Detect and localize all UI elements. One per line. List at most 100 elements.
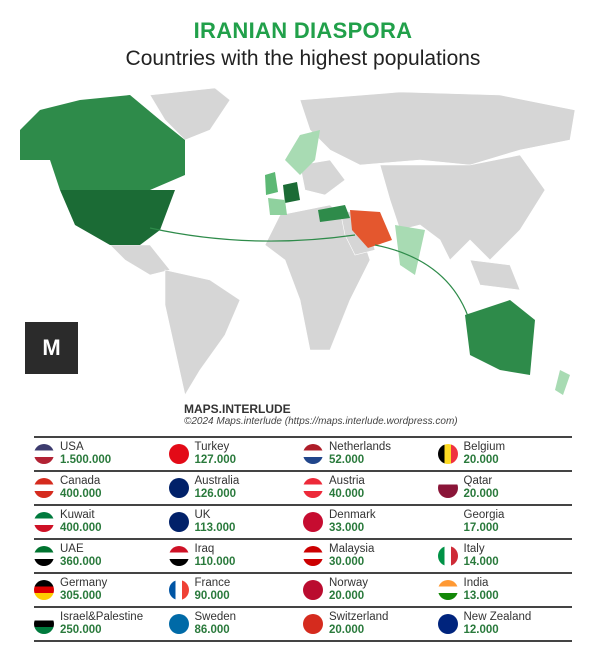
flag-icon — [168, 512, 189, 532]
flag-icon — [303, 512, 323, 532]
country-entry: Canada 400.000 — [34, 472, 169, 504]
country-entry: Georgia 17.000 — [437, 506, 573, 538]
europe — [299, 159, 346, 196]
population-value: 400.000 — [60, 522, 102, 534]
country-name: Malaysia — [329, 543, 375, 555]
population-value: 400.000 — [60, 488, 102, 500]
australia — [465, 300, 535, 375]
southeast-asia — [469, 259, 521, 291]
usa — [60, 190, 175, 245]
country-name: Belgium — [463, 441, 506, 453]
table-row: USA 1.500.000 Turkey 127.000 Netherlands 52.0… — [34, 436, 572, 470]
flag-icon — [168, 580, 189, 600]
population-value: 86.000 — [194, 624, 230, 636]
population-value: 12.000 — [463, 624, 499, 636]
table-row: Germany 305.000 France 90.000 Norway 20.000 In… — [34, 572, 572, 606]
country-entry: USA 1.500.000 — [34, 438, 169, 470]
population-value: 52.000 — [329, 454, 365, 466]
country-name: Kuwait — [60, 509, 95, 521]
uk — [265, 172, 278, 195]
country-name: Australia — [194, 475, 240, 487]
maps-interlude-logo: M — [25, 322, 78, 374]
new-zealand — [555, 370, 570, 395]
country-name: Iraq — [194, 543, 215, 555]
country-name: Denmark — [329, 509, 376, 521]
flag-icon — [437, 546, 458, 566]
country-name: Switzerland — [329, 611, 389, 623]
flag-icon — [303, 580, 323, 600]
copyright: ©2024 Maps.interlude (https://maps.inter… — [184, 416, 458, 427]
brand-name: MAPS.INTERLUDE — [184, 402, 291, 416]
flag-icon — [437, 444, 458, 464]
flag-icon — [168, 444, 189, 464]
flag-icon — [168, 614, 189, 634]
flag-icon — [168, 478, 189, 498]
country-name: New Zealand — [463, 611, 532, 623]
france — [268, 198, 287, 215]
iran — [350, 210, 392, 248]
country-name: Germany — [60, 577, 108, 589]
population-value: 126.000 — [194, 488, 237, 500]
population-value: 20.000 — [329, 590, 365, 602]
flag-icon — [303, 444, 323, 464]
canada — [20, 95, 185, 190]
population-value: 20.000 — [463, 488, 499, 500]
country-entry: Switzerland 20.000 — [303, 608, 438, 640]
country-name: Turkey — [194, 441, 230, 453]
country-name: Netherlands — [329, 441, 392, 453]
country-name: UAE — [60, 543, 84, 555]
population-value: 33.000 — [329, 522, 365, 534]
arrow-to-usa — [149, 227, 356, 242]
country-name: UK — [194, 509, 211, 521]
country-name: Canada — [60, 475, 101, 487]
flag-icon — [34, 444, 54, 464]
table-row: Kuwait 400.000 UK 113.000 Denmark 33.000 Georg… — [34, 504, 572, 538]
country-name: France — [194, 577, 231, 589]
country-name: Norway — [329, 577, 368, 589]
flag-icon — [168, 546, 189, 566]
flag-icon — [34, 614, 54, 634]
central-america — [109, 244, 171, 276]
population-value: 127.000 — [194, 454, 237, 466]
flag-icon — [303, 478, 323, 498]
flag-icon — [34, 478, 54, 498]
flag-icon — [437, 614, 458, 634]
country-name: Israel&Palestine — [60, 611, 144, 623]
country-name: India — [463, 577, 489, 589]
country-name: Sweden — [194, 611, 237, 623]
russia-asia — [299, 91, 576, 166]
country-entry: Belgium 20.000 — [437, 438, 573, 470]
country-entry: Qatar 20.000 — [437, 472, 573, 504]
arrow-to-australia — [374, 244, 471, 323]
population-value: 1.500.000 — [60, 454, 112, 466]
country-entry: Norway 20.000 — [303, 574, 438, 606]
country-entry: Iraq 110.000 — [168, 540, 304, 572]
population-value: 17.000 — [463, 522, 499, 534]
country-entry: India 13.000 — [437, 574, 573, 606]
flag-icon — [34, 512, 54, 532]
flag-icon — [437, 512, 458, 532]
turkey — [318, 205, 350, 222]
country-entry: Turkey 127.000 — [168, 438, 304, 470]
flag-icon — [303, 614, 323, 634]
flag-icon — [34, 580, 54, 600]
population-value: 305.000 — [60, 590, 102, 602]
country-entry: UAE 360.000 — [34, 540, 169, 572]
population-value: 90.000 — [194, 590, 230, 602]
flag-icon — [437, 478, 458, 498]
flag-icon — [34, 546, 54, 566]
page-subtitle: Countries with the highest populations — [125, 47, 481, 70]
table-row: UAE 360.000 Iraq 110.000 Malaysia 30.000 Italy… — [34, 538, 572, 572]
flag-icon — [303, 546, 323, 566]
country-name: Italy — [463, 543, 485, 555]
country-entry: Denmark 33.000 — [303, 506, 438, 538]
scandinavia — [285, 130, 320, 175]
population-value: 40.000 — [329, 488, 365, 500]
table-row: Canada 400.000 Australia 126.000 Austria 40.0… — [34, 470, 572, 504]
population-value: 14.000 — [463, 556, 499, 568]
south-america — [164, 269, 241, 396]
population-value: 360.000 — [60, 556, 102, 568]
greenland — [149, 87, 231, 141]
country-entry: Australia 126.000 — [168, 472, 304, 504]
